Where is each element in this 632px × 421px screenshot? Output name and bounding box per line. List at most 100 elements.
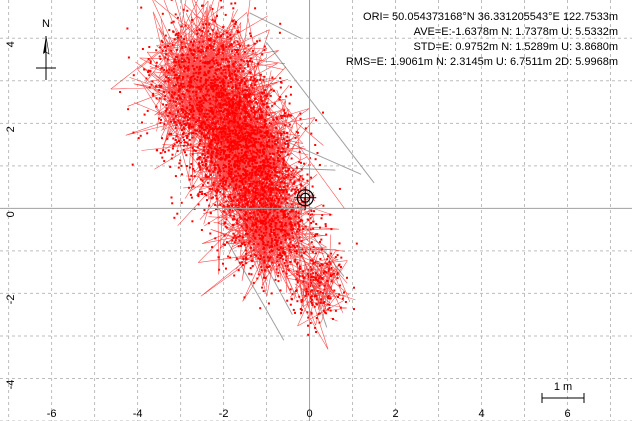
data-point bbox=[220, 151, 222, 154]
data-point bbox=[269, 208, 272, 211]
data-point bbox=[332, 318, 334, 320]
data-point bbox=[274, 278, 277, 281]
data-point bbox=[187, 143, 190, 146]
data-point bbox=[196, 76, 199, 79]
data-point bbox=[325, 233, 328, 236]
data-point bbox=[225, 118, 228, 121]
data-point bbox=[280, 189, 283, 192]
data-point bbox=[252, 137, 255, 140]
data-point bbox=[277, 201, 280, 204]
data-point bbox=[215, 128, 218, 131]
data-point bbox=[221, 52, 224, 55]
data-point bbox=[237, 235, 240, 238]
data-point bbox=[248, 173, 251, 176]
data-point bbox=[233, 274, 236, 277]
data-point bbox=[165, 76, 168, 79]
data-point bbox=[230, 129, 232, 132]
data-point bbox=[252, 144, 255, 147]
data-point bbox=[243, 241, 246, 244]
data-point bbox=[173, 38, 176, 41]
data-point bbox=[178, 94, 181, 97]
data-point bbox=[226, 177, 229, 180]
data-point bbox=[259, 208, 262, 211]
data-point bbox=[170, 21, 173, 24]
data-point bbox=[263, 219, 266, 222]
data-point bbox=[230, 178, 233, 180]
data-point bbox=[260, 211, 263, 214]
data-point bbox=[195, 91, 198, 94]
stats-ori: ORI= 50.054373168°N 36.331205543°E 122.7… bbox=[363, 11, 618, 23]
data-point bbox=[279, 254, 282, 257]
data-point bbox=[176, 97, 179, 100]
data-point bbox=[220, 58, 223, 61]
data-point bbox=[238, 105, 241, 108]
data-point bbox=[258, 156, 261, 159]
data-point bbox=[336, 271, 339, 274]
data-point bbox=[262, 177, 265, 180]
data-point bbox=[235, 67, 238, 70]
data-point bbox=[312, 220, 315, 223]
data-point bbox=[250, 133, 253, 136]
data-point bbox=[208, 116, 211, 118]
data-point bbox=[256, 129, 259, 132]
data-point bbox=[291, 228, 293, 231]
data-point bbox=[277, 274, 280, 277]
data-point bbox=[233, 111, 235, 114]
data-point bbox=[299, 267, 302, 270]
data-point bbox=[238, 261, 241, 264]
data-point bbox=[234, 175, 237, 178]
data-point bbox=[301, 275, 304, 278]
data-point bbox=[250, 129, 253, 132]
data-point bbox=[245, 93, 248, 96]
data-point bbox=[264, 212, 267, 215]
data-point bbox=[220, 106, 223, 109]
data-point bbox=[209, 37, 212, 40]
data-point bbox=[141, 121, 143, 124]
data-point bbox=[168, 111, 171, 114]
data-point bbox=[308, 285, 310, 288]
data-point bbox=[276, 214, 279, 217]
data-point bbox=[160, 118, 162, 121]
data-point bbox=[204, 60, 207, 63]
data-point bbox=[236, 31, 239, 33]
data-point bbox=[219, 106, 222, 109]
data-point bbox=[233, 114, 236, 117]
data-point bbox=[215, 54, 218, 57]
data-point bbox=[312, 272, 315, 275]
data-point bbox=[162, 91, 165, 93]
data-point bbox=[212, 183, 215, 186]
data-point bbox=[186, 136, 188, 139]
data-point bbox=[236, 155, 239, 158]
data-point bbox=[168, 68, 171, 71]
data-point bbox=[259, 149, 261, 152]
data-point bbox=[240, 58, 243, 61]
data-point bbox=[199, 71, 202, 74]
data-point bbox=[202, 40, 205, 43]
data-point bbox=[246, 157, 249, 160]
data-point bbox=[197, 163, 200, 166]
data-point bbox=[237, 165, 240, 167]
data-point bbox=[207, 222, 210, 225]
data-point bbox=[177, 90, 180, 93]
data-point bbox=[278, 198, 281, 201]
data-point bbox=[243, 93, 246, 96]
data-point bbox=[212, 85, 215, 87]
data-point bbox=[310, 176, 312, 179]
data-point bbox=[236, 159, 239, 162]
data-point bbox=[195, 120, 197, 123]
data-point bbox=[234, 160, 237, 163]
data-point bbox=[207, 71, 210, 74]
data-point bbox=[238, 160, 241, 163]
data-point bbox=[233, 53, 236, 56]
data-point bbox=[250, 176, 253, 179]
data-point bbox=[244, 151, 246, 154]
data-point bbox=[244, 106, 247, 109]
data-point bbox=[238, 82, 241, 85]
data-point bbox=[232, 223, 235, 226]
data-point bbox=[179, 141, 182, 144]
data-point bbox=[301, 219, 304, 222]
data-point bbox=[192, 117, 195, 120]
data-point bbox=[243, 81, 246, 84]
